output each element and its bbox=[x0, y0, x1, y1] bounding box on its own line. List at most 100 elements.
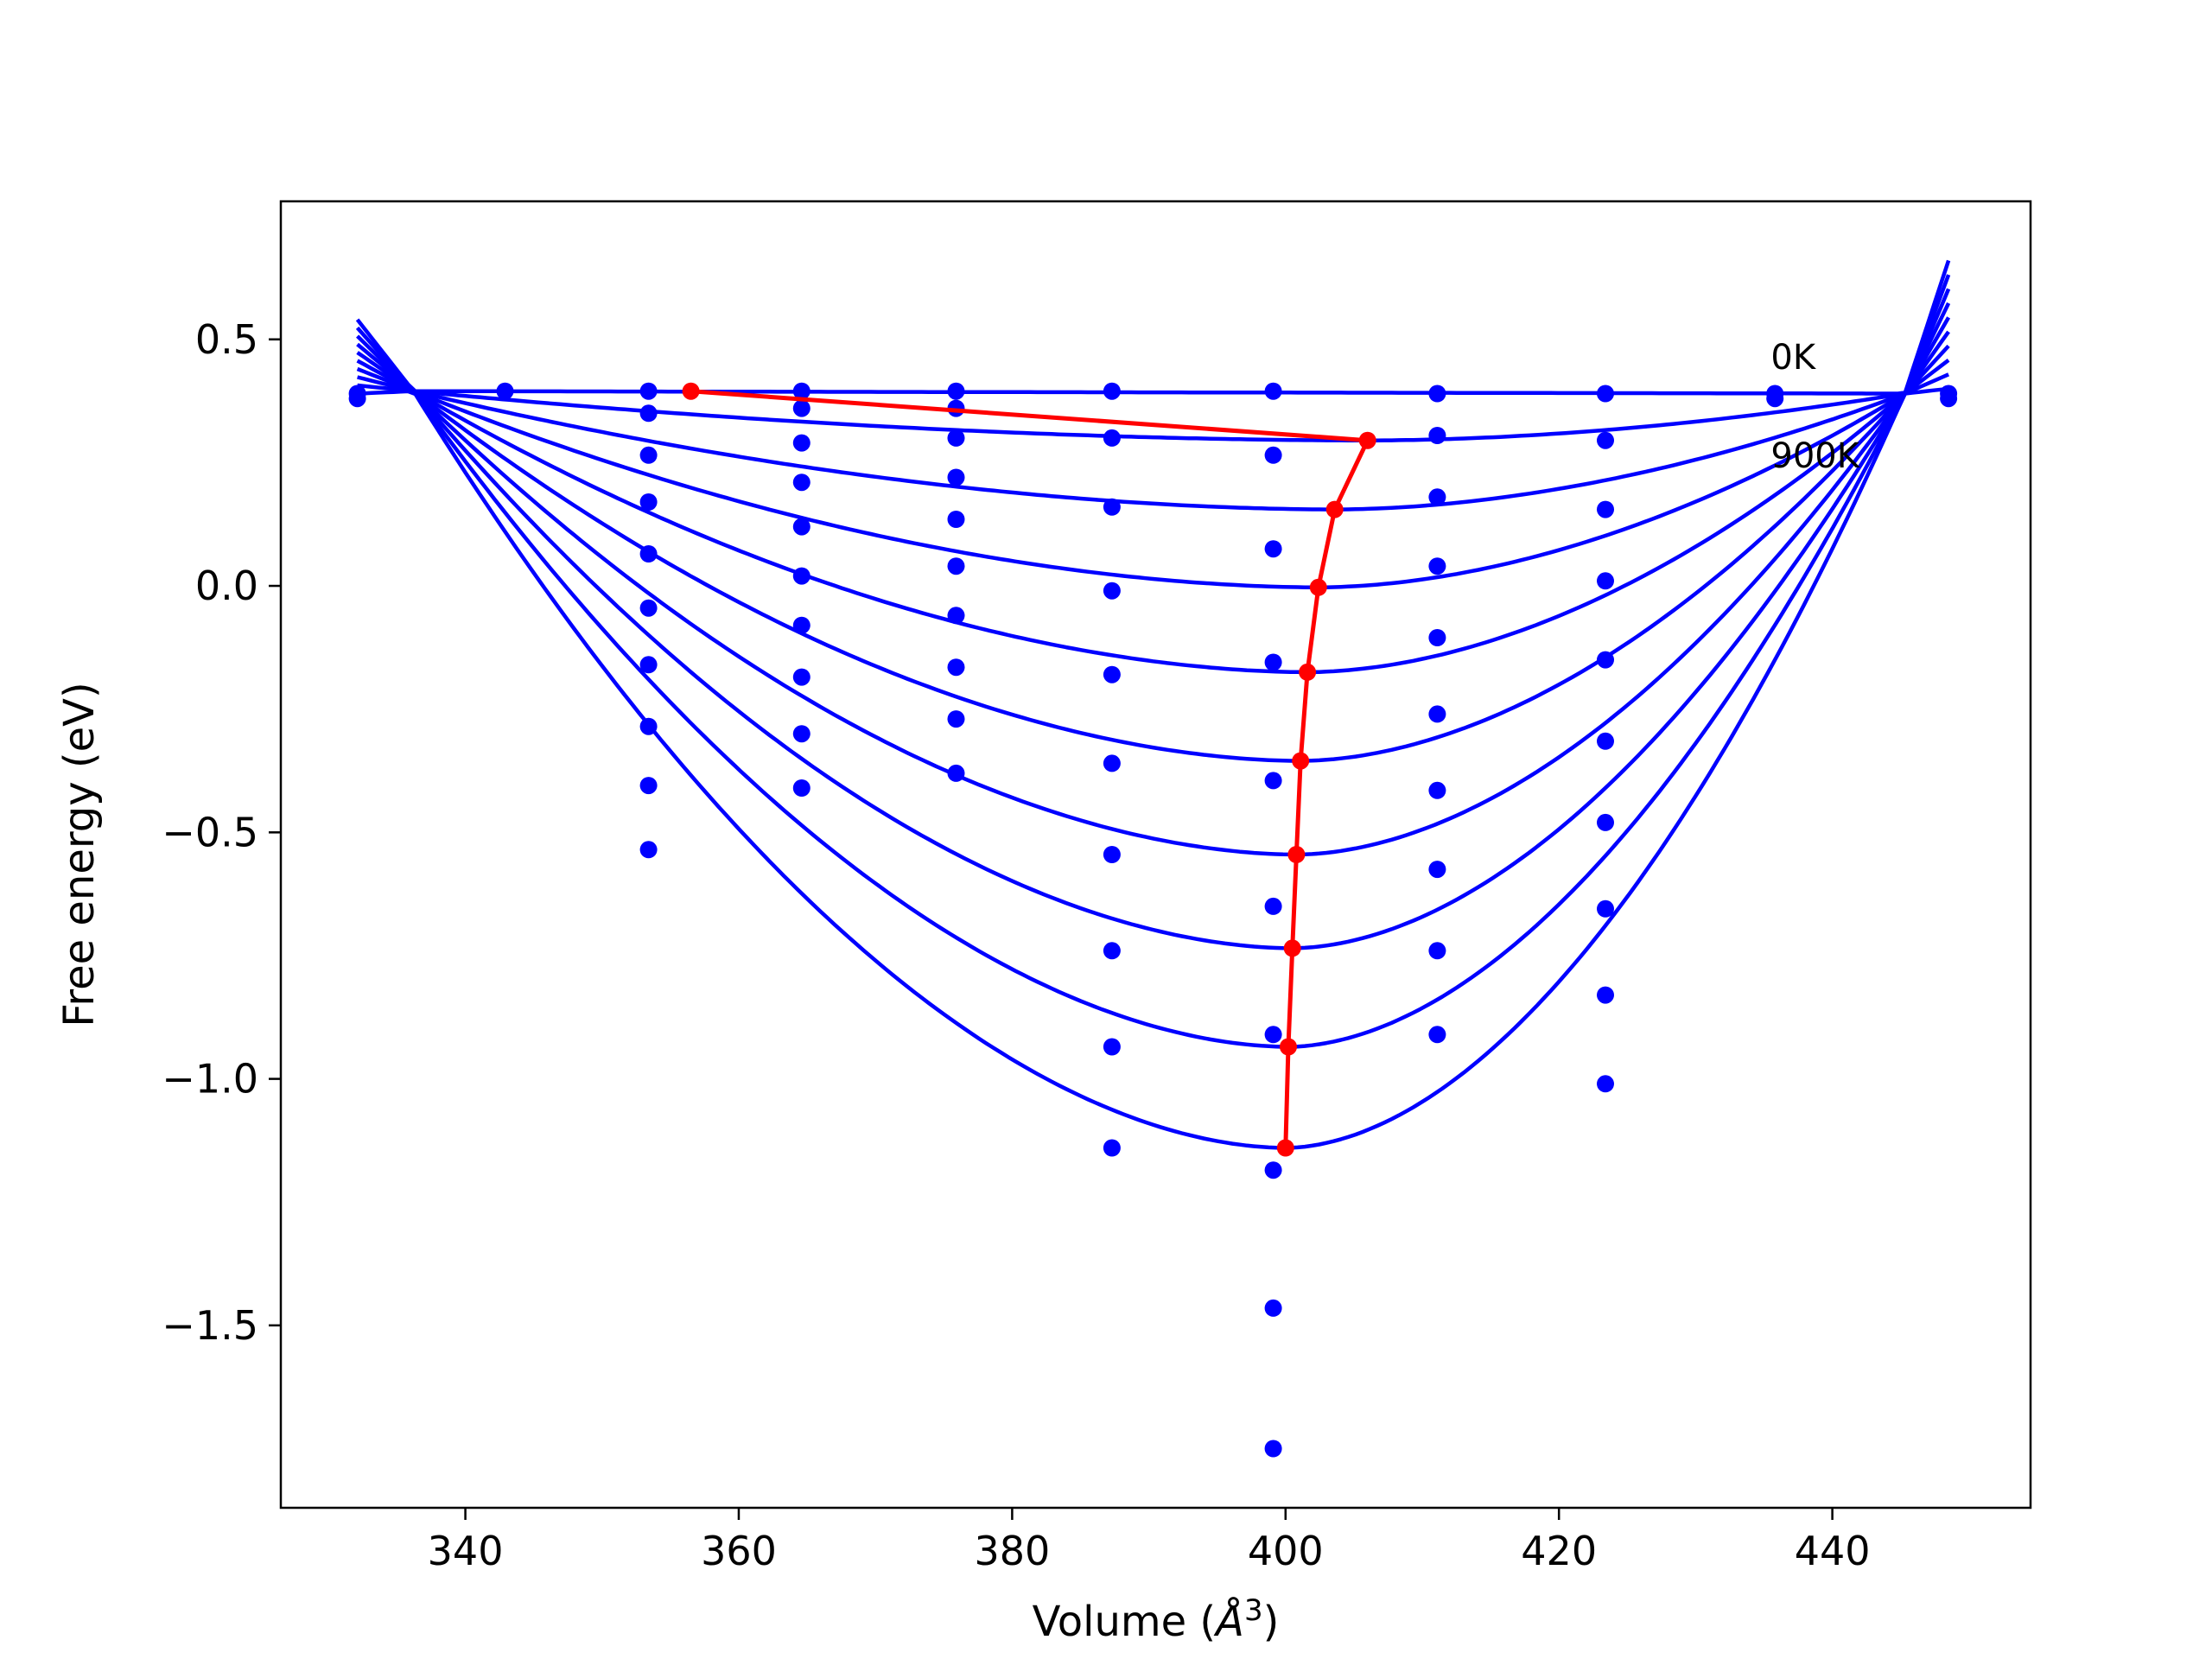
curve-100K bbox=[355, 274, 1951, 442]
data-point bbox=[1103, 1139, 1121, 1157]
y-axis-label: Free energy (eV) bbox=[55, 682, 104, 1027]
data-point bbox=[1597, 986, 1614, 1004]
x-axis-label-unit: Å bbox=[1213, 1597, 1244, 1646]
data-point bbox=[639, 717, 658, 735]
curve-0K bbox=[355, 259, 1951, 396]
data-point bbox=[1597, 500, 1614, 518]
y-tick-label: −1.0 bbox=[162, 1056, 258, 1103]
data-point bbox=[792, 399, 810, 417]
data-point bbox=[947, 382, 965, 400]
data-point bbox=[1597, 385, 1614, 403]
data-point bbox=[1428, 629, 1446, 646]
data-point bbox=[1428, 942, 1446, 960]
data-point bbox=[792, 518, 810, 536]
data-point bbox=[1597, 651, 1614, 669]
data-point bbox=[1766, 390, 1784, 408]
curve-900K bbox=[357, 386, 1949, 1150]
annotation-label: 900K bbox=[1770, 436, 1860, 476]
x-tick-label: 400 bbox=[1248, 1528, 1324, 1574]
curve-300K bbox=[356, 302, 1951, 590]
data-point bbox=[947, 607, 965, 625]
data-point bbox=[1264, 772, 1282, 790]
data-point bbox=[1597, 899, 1614, 918]
data-point bbox=[947, 658, 965, 677]
data-point bbox=[639, 545, 658, 563]
minima-point bbox=[1358, 431, 1376, 449]
x-tick-label: 420 bbox=[1521, 1528, 1597, 1574]
x-axis-label: Volume (Å3) bbox=[1033, 1593, 1280, 1646]
curve-700K bbox=[357, 359, 1950, 950]
data-point bbox=[1428, 1026, 1446, 1044]
data-points bbox=[348, 382, 1958, 1458]
data-point bbox=[947, 511, 965, 528]
x-tick-label: 340 bbox=[428, 1528, 504, 1574]
minima-point bbox=[1325, 500, 1344, 518]
data-point bbox=[792, 474, 810, 492]
annotation-label: 0K bbox=[1770, 338, 1816, 378]
data-point bbox=[947, 764, 965, 782]
data-point bbox=[1428, 488, 1446, 506]
data-point bbox=[1103, 582, 1121, 600]
data-point bbox=[1103, 1038, 1121, 1056]
y-tick-label: 0.5 bbox=[195, 316, 258, 363]
data-point bbox=[792, 567, 810, 585]
data-point bbox=[947, 557, 965, 575]
x-tick-label: 380 bbox=[974, 1528, 1050, 1574]
plot-frame bbox=[279, 200, 2032, 1510]
data-point bbox=[1428, 427, 1446, 444]
data-point bbox=[1428, 705, 1446, 723]
y-tick-label: −1.5 bbox=[162, 1302, 258, 1349]
minima-line bbox=[682, 382, 1376, 1157]
data-point bbox=[1597, 1075, 1614, 1093]
data-point bbox=[1103, 846, 1121, 863]
data-point bbox=[792, 668, 810, 686]
data-point bbox=[1264, 653, 1282, 671]
curve-400K bbox=[356, 316, 1951, 675]
data-point bbox=[1264, 540, 1282, 558]
minima-point bbox=[1276, 1139, 1294, 1157]
data-point bbox=[947, 710, 965, 728]
y-tick-label: 0.0 bbox=[195, 563, 258, 609]
minima-line-path bbox=[690, 389, 1370, 1148]
data-point bbox=[1597, 572, 1614, 590]
annotations: 0K 900K bbox=[1770, 338, 1860, 476]
data-point bbox=[639, 404, 658, 423]
x-tick-label: 360 bbox=[701, 1528, 777, 1574]
data-point bbox=[792, 616, 810, 634]
data-point bbox=[1264, 1440, 1282, 1458]
data-point bbox=[1428, 557, 1446, 575]
data-point bbox=[1597, 813, 1614, 831]
minima-point bbox=[682, 382, 700, 400]
data-point bbox=[1264, 1161, 1282, 1179]
x-axis-label-end: ) bbox=[1263, 1598, 1280, 1646]
data-point bbox=[348, 390, 366, 408]
minima-point bbox=[1280, 1038, 1297, 1056]
data-point bbox=[1103, 382, 1121, 400]
curve-500K bbox=[356, 330, 1950, 763]
curve-600K bbox=[356, 344, 1950, 857]
data-point bbox=[1597, 732, 1614, 750]
data-point bbox=[947, 429, 965, 447]
x-axis: 340 360 380 400 420 440 bbox=[428, 1508, 1871, 1574]
curve-800K bbox=[357, 372, 1950, 1049]
y-axis: 0.5 0.0 −0.5 −1.0 −1.5 bbox=[162, 316, 281, 1349]
curve-200K bbox=[356, 288, 1951, 512]
data-point bbox=[639, 599, 658, 617]
data-point bbox=[1103, 665, 1121, 683]
x-axis-label-exponent: 3 bbox=[1244, 1593, 1263, 1628]
minima-point bbox=[1299, 663, 1317, 681]
data-point bbox=[1264, 382, 1282, 400]
data-point bbox=[639, 656, 658, 674]
data-point bbox=[947, 468, 965, 486]
data-point bbox=[792, 434, 810, 452]
data-point bbox=[1428, 385, 1446, 403]
minima-point bbox=[1309, 578, 1327, 596]
data-point bbox=[1103, 754, 1121, 772]
data-point bbox=[1264, 446, 1282, 464]
data-point bbox=[1103, 498, 1121, 516]
minima-point bbox=[1283, 939, 1301, 957]
data-point bbox=[1264, 897, 1282, 915]
fitted-curves bbox=[355, 259, 1951, 1150]
